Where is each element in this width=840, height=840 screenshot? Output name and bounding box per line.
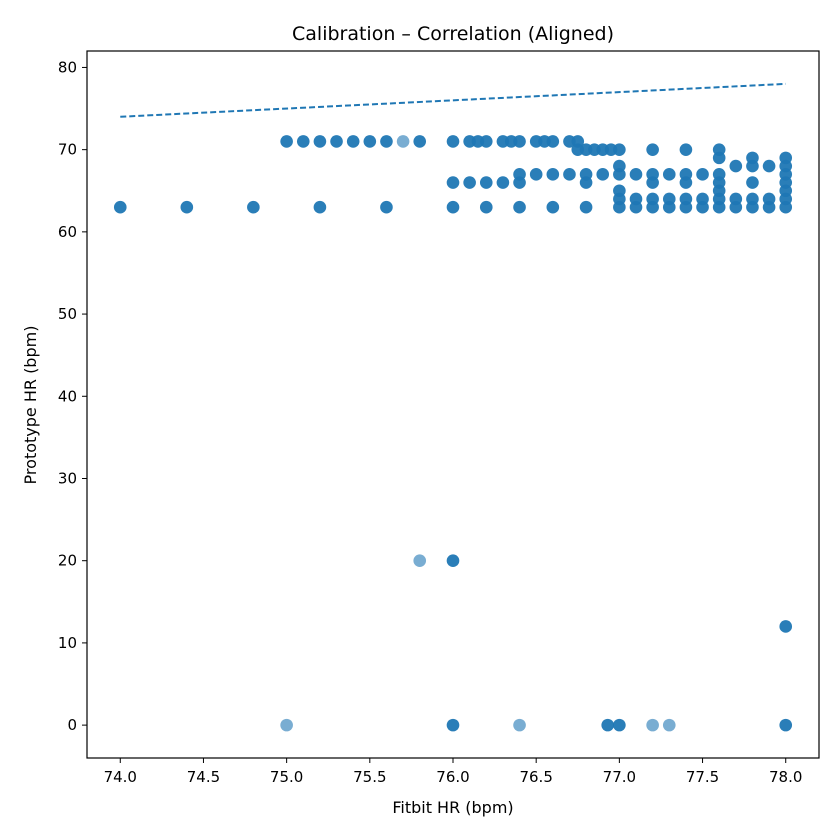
scatter-point	[513, 718, 526, 732]
scatter-point	[646, 168, 659, 181]
x-tick-label: 77.0	[603, 768, 636, 786]
scatter-point	[679, 192, 693, 206]
scatter-point	[679, 168, 693, 181]
scatter-point	[446, 718, 460, 732]
scatter-point	[712, 143, 726, 156]
scatter-point	[479, 135, 493, 148]
y-tick-label: 50	[58, 305, 77, 323]
scatter-point	[380, 135, 393, 148]
scatter-point	[646, 143, 659, 156]
y-tick-label: 80	[58, 58, 77, 76]
scatter-point	[330, 135, 343, 148]
scatter-point	[696, 192, 709, 206]
y-axis-ticks: 0 10 20 30 40 50 60 70 80	[58, 58, 87, 734]
scatter-point	[529, 168, 543, 181]
scatter-point	[546, 200, 560, 214]
scatter-point	[596, 168, 610, 181]
scatter-point	[396, 135, 410, 148]
scatter-point	[446, 554, 460, 567]
scatter-point	[779, 718, 793, 732]
y-axis-label: Prototype HR (bpm)	[21, 326, 40, 485]
y-tick-label: 60	[58, 223, 77, 241]
scatter-point	[296, 135, 310, 148]
scatter-point	[613, 184, 626, 198]
scatter-point	[380, 200, 393, 214]
x-tick-label: 78.0	[769, 768, 802, 786]
scatter-point	[479, 200, 493, 214]
scatter-point	[746, 192, 759, 206]
scatter-point	[579, 168, 593, 181]
scatter-point	[496, 176, 510, 189]
scatter-point	[363, 135, 377, 148]
scatter-point	[313, 135, 327, 148]
scatter-point	[579, 200, 593, 214]
x-axis-ticks: 74.0 74.5 75.0 75.5 76.0 76.5 77.0 77.5 78.0	[104, 758, 802, 786]
scatter-point	[513, 135, 526, 148]
data-points	[113, 82, 793, 732]
scatter-point	[346, 135, 360, 148]
identity-line	[120, 82, 786, 118]
y-tick-label: 40	[58, 387, 77, 405]
chart-title: Calibration – Correlation (Aligned)	[292, 23, 614, 45]
scatter-point	[479, 176, 493, 189]
scatter-point	[662, 168, 676, 181]
scatter-point	[746, 176, 759, 189]
scatter-point	[712, 168, 726, 181]
scatter-point	[571, 135, 585, 148]
scatter-point	[113, 200, 127, 214]
x-axis-label: Fitbit HR (bpm)	[392, 798, 513, 817]
x-tick-label: 74.5	[187, 768, 220, 786]
x-tick-label: 76.5	[519, 768, 552, 786]
y-tick-label: 10	[58, 634, 77, 652]
scatter-point	[513, 168, 526, 181]
scatter-point	[729, 159, 743, 173]
scatter-point	[696, 168, 709, 181]
scatter-point	[613, 159, 626, 173]
y-tick-label: 30	[58, 469, 77, 487]
scatter-point	[762, 159, 776, 173]
y-tick-label: 0	[67, 716, 77, 734]
y-tick-label: 20	[58, 552, 77, 570]
scatter-point	[629, 168, 643, 181]
scatter-point	[446, 200, 460, 214]
scatter-point	[779, 151, 793, 165]
scatter-point	[746, 151, 759, 165]
scatter-point	[413, 135, 427, 148]
y-tick-label: 70	[58, 141, 77, 159]
scatter-point	[629, 192, 643, 206]
scatter-point	[646, 718, 659, 732]
scatter-point	[280, 718, 293, 732]
x-tick-label: 74.0	[104, 768, 137, 786]
x-tick-label: 75.5	[353, 768, 386, 786]
scatter-point	[313, 200, 327, 214]
scatter-point	[446, 135, 460, 148]
x-tick-label: 76.0	[436, 768, 469, 786]
scatter-point	[546, 168, 560, 181]
scatter-point	[762, 192, 776, 206]
scatter-point	[513, 200, 526, 214]
x-tick-label: 75.0	[270, 768, 303, 786]
scatter-point	[613, 143, 626, 156]
scatter-point	[546, 135, 560, 148]
x-tick-label: 77.5	[686, 768, 719, 786]
scatter-point	[779, 620, 793, 633]
scatter-point	[662, 718, 676, 732]
scatter-point	[679, 143, 693, 156]
scatter-point	[280, 135, 293, 148]
scatter-point	[180, 200, 194, 214]
scatter-point	[613, 718, 626, 732]
scatter-point	[413, 554, 427, 567]
scatter-point	[601, 718, 615, 732]
scatter-point	[662, 192, 676, 206]
scatter-point	[646, 192, 659, 206]
scatter-point	[247, 200, 260, 214]
scatter-point	[729, 192, 743, 206]
scatter-point	[463, 176, 476, 189]
scatter-point	[446, 176, 460, 189]
scatter-point	[563, 168, 576, 181]
